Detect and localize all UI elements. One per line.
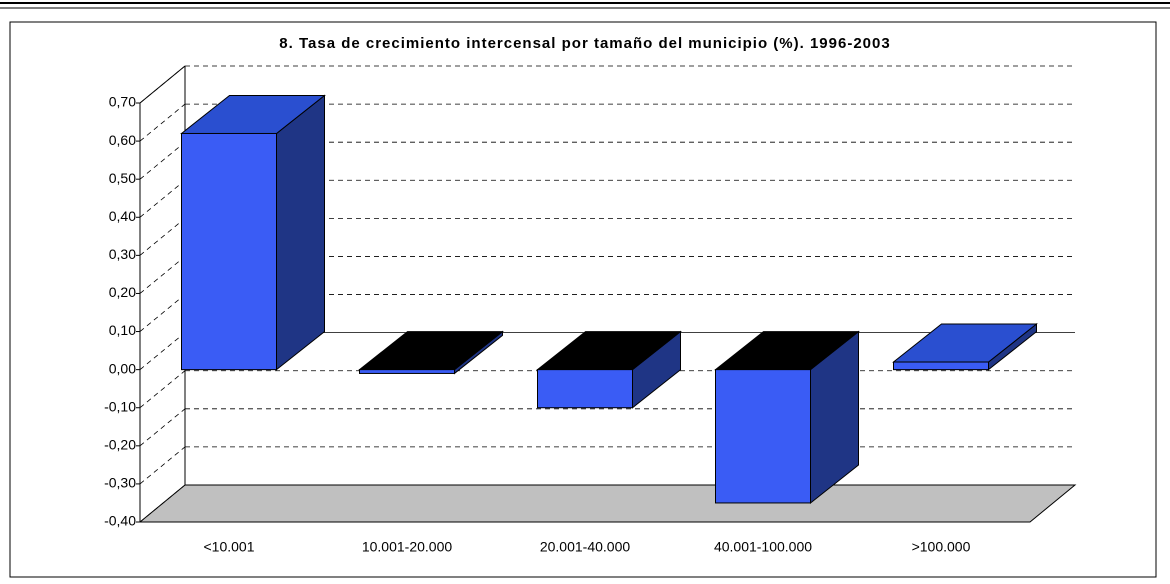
x-tick-label: 20.001-40.000 [540,539,631,555]
grid-line [139,484,186,523]
grid-line [139,141,186,180]
y-tick-label: -0,40 [104,513,136,529]
bar [181,132,277,371]
grid-line [139,370,186,409]
grid-line [139,408,186,447]
x-tick-label: <10.001 [204,539,255,555]
chart-title: 8. Tasa de crecimiento intercensal por t… [279,35,890,52]
bar [715,369,811,504]
y-tick-label: 0,00 [109,360,136,376]
grid-line [139,446,186,485]
grid-line [139,179,186,218]
bar [893,361,989,371]
y-tick-label: -0,20 [104,437,136,453]
grid-line [139,65,186,104]
grid-line [139,103,186,142]
y-tick-label: -0,30 [104,475,136,491]
y-tick-label: 0,70 [109,94,136,110]
y-tick-label: 0,40 [109,208,136,224]
y-tick-label: 0,20 [109,284,136,300]
bar [359,369,455,374]
x-tick-label: >100.000 [912,539,971,555]
y-tick-label: 0,30 [109,246,136,262]
x-tick-label: 40.001-100.000 [714,539,812,555]
y-tick-label: -0,10 [104,398,136,414]
bar [537,369,633,409]
x-tick-label: 10.001-20.000 [362,539,453,555]
y-tick-label: 0,10 [109,322,136,338]
grid-line [139,218,186,256]
y-tick-label: 0,60 [109,132,136,148]
grid-line [139,294,186,332]
floor [138,484,1077,523]
y-tick-label: 0,50 [109,170,136,186]
bar-side [276,94,325,371]
grid-line [139,332,186,370]
grid-line [139,256,186,294]
